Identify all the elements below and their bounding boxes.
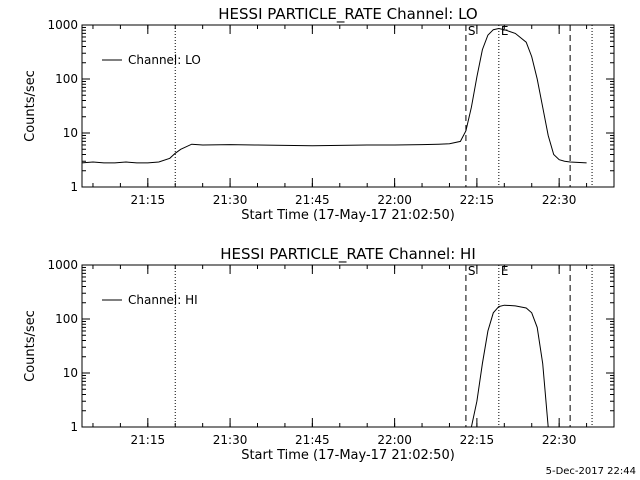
legend-label: Channel: HI [128, 293, 198, 307]
y-tick-label: 1000 [47, 18, 78, 32]
y-tick-label: 10 [63, 126, 78, 140]
y-tick-label: 1000 [47, 258, 78, 272]
x-tick-label: 21:30 [213, 193, 248, 207]
x-tick-label: 22:00 [377, 193, 412, 207]
lo-channel-panel: HESSI PARTICLE_RATE Channel: LO 1 10 100 100… [23, 5, 615, 223]
event-label: E [501, 264, 509, 278]
event-label: S [468, 264, 476, 278]
x-tick-label: 21:45 [295, 193, 330, 207]
x-axis-label: Start Time (17-May-17 21:02:50) [241, 448, 455, 463]
y-tick-label: 100 [55, 72, 78, 86]
plot-frame [81, 24, 615, 188]
chart-title: HESSI PARTICLE_RATE Channel: HI [220, 245, 476, 264]
y-tick-label: 1 [70, 180, 78, 194]
x-tick-label: 22:15 [460, 193, 495, 207]
series-line [470, 304, 549, 428]
hi-channel-panel: HESSI PARTICLE_RATE Channel: HI 1 10 100 100… [23, 245, 615, 463]
event-label: E [501, 24, 509, 38]
x-tick-label: 22:30 [542, 193, 577, 207]
y-axis-label: Counts/sec [23, 70, 38, 142]
y-tick-label: 100 [55, 312, 78, 326]
footer-timestamp: 5-Dec-2017 22:44 [546, 466, 636, 477]
x-tick-label: 21:30 [213, 433, 248, 447]
x-tick-label: 22:30 [542, 433, 577, 447]
y-axis-label: Counts/sec [23, 310, 38, 382]
x-tick-label: 22:00 [377, 433, 412, 447]
x-tick-label: 21:15 [131, 193, 166, 207]
chart-title: HESSI PARTICLE_RATE Channel: LO [218, 5, 477, 24]
y-tick-label: 10 [63, 366, 78, 380]
series-line [81, 27, 587, 164]
x-tick-label: 21:15 [131, 433, 166, 447]
x-tick-label: 21:45 [295, 433, 330, 447]
x-axis-label: Start Time (17-May-17 21:02:50) [241, 208, 455, 223]
event-label: S [468, 24, 476, 38]
x-tick-label: 22:15 [460, 433, 495, 447]
plot-frame [81, 264, 615, 428]
y-tick-label: 1 [70, 420, 78, 434]
legend-label: Channel: LO [128, 53, 201, 67]
